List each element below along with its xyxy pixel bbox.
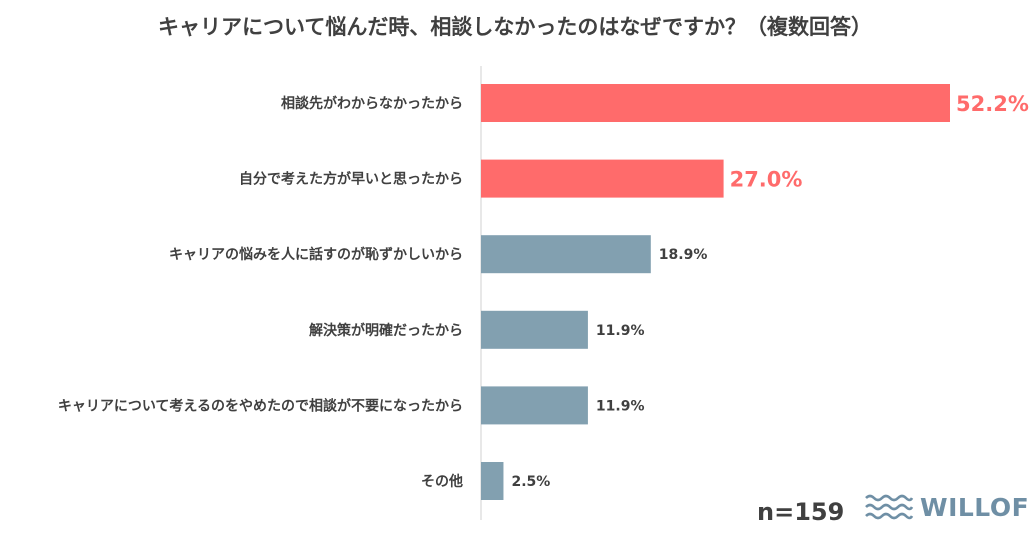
value-label-6: 2.5% [511, 474, 550, 490]
category-labels-group: 相談先がわからなかったから自分で考えた方が早いと思ったからキャリアの悩みを人に話… [58, 95, 463, 490]
waves-icon [865, 494, 914, 520]
bar-6 [481, 462, 504, 500]
sample-size-label: n=159 [757, 498, 845, 526]
bar-1 [481, 84, 950, 122]
bar-4 [481, 310, 588, 349]
value-label-3: 18.9% [659, 247, 708, 263]
bar-3 [481, 235, 651, 274]
willof-logo: WILLOF [864, 492, 1029, 522]
value-label-4: 11.9% [596, 323, 645, 339]
bar-5 [481, 386, 588, 425]
category-label-2: 自分で考えた方が早いと思ったから [239, 171, 463, 188]
category-label-5: キャリアについて考えるのをやめたので相談が不要になったから [58, 397, 463, 414]
bars-group [481, 84, 950, 500]
value-labels-group: 52.2% 27.0% 18.9% 11.9% 11.9% 2.5% [511, 92, 1028, 490]
bar-2 [481, 159, 724, 198]
value-label-5: 11.9% [596, 398, 645, 414]
category-label-3: キャリアの悩みを人に話すのが恥ずかしいから [169, 246, 463, 263]
value-label-2: 27.0% [730, 168, 803, 192]
category-label-4: 解決策が明確だったから [309, 322, 463, 339]
chart-title: キャリアについて悩んだ時、相談しなかったのはなぜですか？（複数回答） [158, 15, 872, 39]
category-label-1: 相談先がわからなかったから [281, 95, 463, 112]
value-label-1: 52.2% [956, 92, 1029, 116]
category-label-6: その他 [421, 473, 463, 490]
logo-text: WILLOF [920, 492, 1030, 522]
